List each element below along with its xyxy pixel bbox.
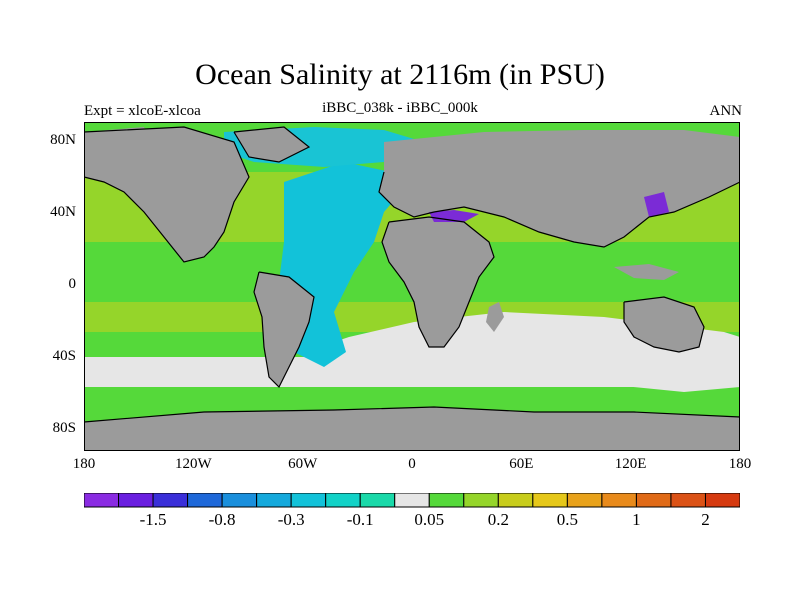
land-masses — [84, 127, 740, 451]
indonesia-land — [614, 264, 679, 280]
lat-tick-label: 80N — [50, 132, 76, 148]
period-label: ANN — [709, 103, 743, 119]
colorbar-swatch — [118, 493, 154, 508]
lat-tick-label: 0 — [68, 276, 77, 292]
colorbar-swatch — [152, 493, 189, 508]
experiment-label: Expt = xlcoE-xlcoa — [84, 103, 201, 119]
lon-tick-label: 180 — [72, 456, 96, 472]
colorbar-swatch — [394, 493, 430, 508]
coastline-eurasia — [378, 171, 740, 248]
atlantic-ocean — [279, 162, 414, 367]
colorbar-swatch — [187, 493, 223, 508]
colorbar — [84, 493, 740, 508]
longitude-axis: 180 120W 60W 0 60E 120E 180 — [54, 456, 770, 476]
colorbar-swatch — [428, 493, 465, 508]
lon-tick-label: 60E — [509, 456, 534, 472]
coastline-greenland — [233, 126, 311, 163]
colorbar-swatch — [221, 493, 258, 508]
colorbar-label: -0.8 — [208, 510, 236, 529]
map-subtitle: iBBC_038k - iBBC_000k — [322, 100, 478, 116]
coastline-australia — [623, 296, 705, 353]
lat-tick-label: 40S — [52, 348, 76, 364]
southern-ocean-green-band — [84, 392, 740, 412]
coastline-south-america — [253, 271, 315, 389]
colorbar-labels: -1.5 -0.8 -0.3 -0.1 0.05 0.2 0.5 1 2 — [84, 510, 740, 532]
colorbar-swatch — [325, 493, 361, 508]
europe-asia-land — [379, 130, 740, 247]
coastline-antarctica — [84, 406, 740, 423]
lat-tick-label: 40N — [50, 204, 76, 220]
colorbar-label: 2 — [701, 510, 710, 529]
colorbar-label: -1.5 — [139, 510, 167, 529]
greenland-land — [234, 127, 309, 162]
africa-land — [382, 217, 494, 347]
antarctica-land — [84, 407, 740, 451]
colorbar-swatch — [84, 493, 120, 508]
colorbar-swatch — [532, 493, 568, 508]
coastline-africa — [381, 216, 495, 348]
colorbar-label: -0.3 — [277, 510, 305, 529]
australia-land — [624, 297, 704, 352]
colorbar-swatch — [704, 493, 740, 508]
lon-tick-label: 120W — [174, 456, 212, 472]
latitude-axis: 80N 40N 0 40S 80S — [36, 122, 84, 451]
colorbar-swatch — [601, 493, 637, 508]
south-america-land — [254, 272, 314, 387]
colorbar-label: 0.5 — [556, 510, 578, 529]
alaska-aleutian-land — [84, 127, 154, 162]
colorbar-swatch — [497, 493, 534, 508]
colorbar-swatch — [670, 493, 706, 508]
colorbar-swatch — [359, 493, 396, 508]
colorbar-swatch — [463, 493, 499, 508]
map-frame — [84, 122, 740, 451]
north-america-land — [84, 127, 249, 262]
colorbar-swatch — [635, 493, 672, 508]
salinity-map — [84, 122, 740, 451]
colorbar-label: -0.1 — [346, 510, 374, 529]
japan-sea-anomaly — [644, 192, 669, 217]
lat-tick-label: 80S — [52, 420, 76, 436]
colorbar-label: 1 — [632, 510, 641, 529]
map-title: Ocean Salinity at 2116m (in PSU) — [195, 58, 605, 91]
colorbar-swatch — [566, 493, 603, 508]
lon-tick-label: 180 — [728, 456, 752, 472]
colorbar-label: 0.2 — [487, 510, 509, 529]
colorbar-swatch — [290, 493, 327, 508]
lon-tick-label: 60W — [288, 456, 318, 472]
madagascar-land — [486, 302, 504, 332]
colorbar-label: 0.05 — [414, 510, 445, 529]
coastline-north-america — [84, 126, 250, 263]
colorbar-swatch — [256, 493, 292, 508]
lon-tick-label: 0 — [408, 456, 416, 472]
lon-tick-label: 120E — [614, 456, 647, 472]
